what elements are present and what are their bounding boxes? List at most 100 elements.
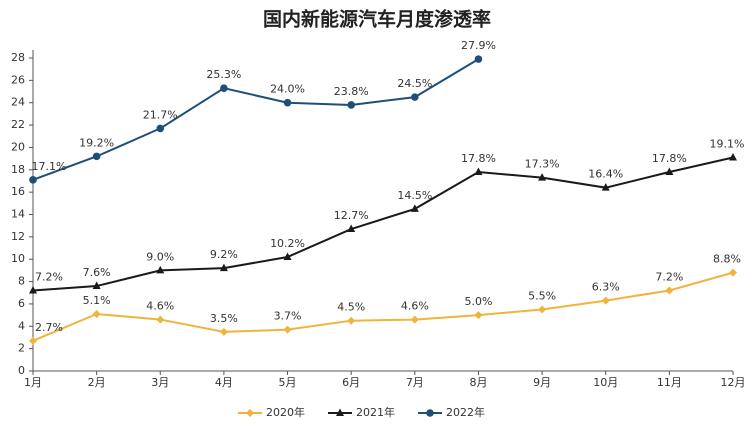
data-label: 17.8% — [461, 152, 496, 165]
x-tick-label: 2月 — [88, 376, 106, 389]
data-point — [538, 305, 547, 314]
data-label: 25.3% — [206, 68, 241, 81]
data-label: 4.6% — [401, 300, 429, 313]
y-tick-label: 24 — [11, 96, 25, 109]
series-line — [32, 271, 734, 342]
data-label: 6.3% — [592, 281, 620, 294]
data-point — [347, 224, 356, 233]
series-line — [32, 156, 734, 292]
data-point — [347, 316, 356, 325]
data-point — [220, 84, 228, 92]
data-label: 3.7% — [274, 310, 302, 323]
data-label: 2.7% — [35, 321, 63, 334]
data-point — [665, 286, 674, 295]
data-point — [29, 176, 37, 184]
data-label: 3.5% — [210, 312, 238, 325]
data-label: 24.0% — [270, 83, 305, 96]
series-line — [32, 58, 479, 181]
data-label: 7.2% — [655, 271, 683, 284]
data-point — [156, 124, 165, 133]
x-tick-label: 3月 — [151, 376, 169, 389]
data-point — [601, 183, 610, 191]
x-tick-label: 9月 — [533, 376, 551, 389]
data-label: 4.5% — [337, 301, 365, 314]
x-tick-label: 11月 — [657, 376, 682, 389]
data-point — [347, 101, 355, 109]
y-tick-label: 18 — [11, 163, 25, 176]
data-label: 7.2% — [35, 271, 63, 284]
data-point — [729, 152, 737, 161]
data-label: 9.0% — [146, 250, 174, 263]
y-tick-label: 2 — [18, 342, 25, 355]
data-label: 21.7% — [143, 108, 178, 121]
y-tick-label: 14 — [11, 208, 25, 221]
data-point — [156, 315, 165, 324]
data-point — [474, 55, 483, 63]
data-point — [29, 286, 37, 294]
data-label: 14.5% — [397, 189, 432, 202]
data-point — [219, 263, 228, 272]
x-tick-label: 12月 — [721, 376, 746, 389]
data-label: 10.2% — [270, 237, 305, 250]
data-point — [411, 93, 419, 101]
data-label: 16.4% — [588, 168, 623, 181]
legend-marker — [246, 409, 254, 417]
data-label: 19.1% — [710, 137, 745, 150]
data-point — [410, 204, 419, 212]
data-point — [474, 167, 483, 176]
data-point — [92, 281, 101, 290]
legend-label: 2022年 — [446, 405, 485, 419]
data-label: 8.8% — [713, 253, 741, 266]
data-point — [219, 327, 228, 336]
data-label: 23.8% — [334, 85, 369, 98]
data-point — [601, 296, 610, 305]
legend-marker — [426, 409, 434, 417]
y-tick-label: 4 — [18, 319, 25, 332]
x-tick-label: 4月 — [215, 376, 233, 389]
y-tick-label: 26 — [11, 73, 25, 86]
y-tick-label: 10 — [11, 252, 25, 265]
data-point — [283, 98, 292, 107]
data-point — [410, 315, 419, 324]
data-label: 17.1% — [32, 160, 67, 173]
x-tick-label: 10月 — [593, 376, 618, 389]
x-tick-label: 7月 — [406, 376, 424, 389]
data-label: 5.5% — [528, 290, 556, 303]
y-tick-label: 0 — [18, 364, 25, 377]
legend-marker — [336, 408, 344, 416]
legend-label: 2020年 — [266, 405, 305, 419]
data-point — [156, 265, 165, 274]
y-tick-label: 20 — [11, 140, 25, 153]
data-point — [283, 252, 292, 260]
data-point — [283, 325, 292, 334]
x-tick-label: 8月 — [469, 376, 487, 389]
y-tick-label: 6 — [18, 297, 25, 310]
data-label: 5.0% — [464, 295, 492, 308]
y-tick-label: 8 — [18, 275, 25, 288]
data-label: 17.3% — [525, 158, 560, 171]
y-tick-label: 16 — [11, 185, 25, 198]
data-label: 4.6% — [146, 300, 174, 313]
data-point — [92, 309, 101, 318]
data-label: 24.5% — [397, 77, 432, 90]
x-tick-label: 6月 — [342, 376, 360, 389]
y-tick-label: 28 — [11, 51, 25, 64]
data-label: 9.2% — [210, 248, 238, 261]
x-tick-label: 5月 — [279, 376, 297, 389]
data-point — [665, 167, 674, 176]
data-label: 19.2% — [79, 136, 114, 149]
data-label: 17.8% — [652, 152, 687, 165]
data-point — [29, 336, 37, 345]
data-label: 12.7% — [334, 209, 369, 222]
data-point — [92, 152, 101, 161]
data-label: 5.1% — [83, 294, 111, 307]
y-tick-label: 12 — [11, 230, 25, 243]
legend-label: 2021年 — [356, 405, 395, 419]
data-point — [474, 311, 483, 320]
data-point — [538, 173, 547, 181]
y-tick-label: 22 — [11, 118, 25, 131]
data-label: 27.9% — [461, 39, 496, 52]
chart-title: 国内新能源汽车月度渗透率 — [263, 8, 491, 31]
data-label: 7.6% — [83, 266, 111, 279]
